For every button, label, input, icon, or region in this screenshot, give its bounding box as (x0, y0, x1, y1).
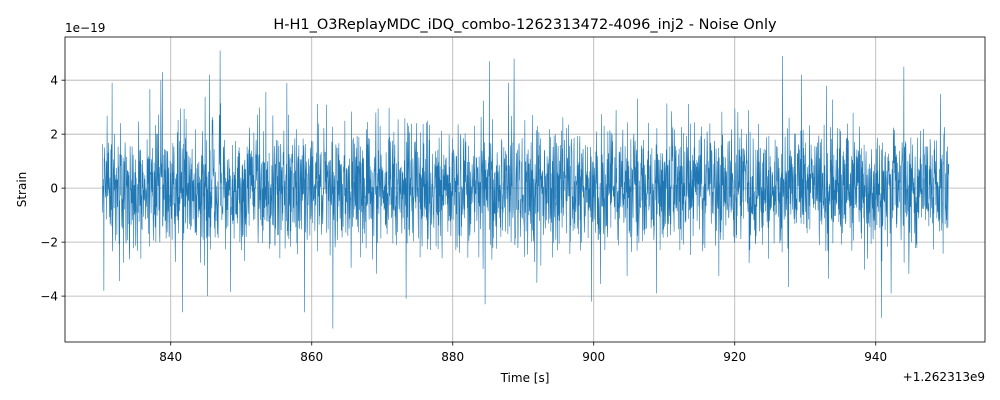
x-tick-label: 840 (159, 350, 182, 364)
y-tick-label: −4 (40, 290, 58, 304)
y-axis-label: Strain (15, 172, 29, 208)
x-axis-label: Time [s] (500, 371, 550, 385)
x-tick-label: 900 (582, 350, 605, 364)
chart-title: H-H1_O3ReplayMDC_iDQ_combo-1262313472-40… (273, 17, 777, 33)
y-tick-label: 4 (50, 74, 58, 88)
x-tick-label: 880 (441, 350, 464, 364)
plot-frame (64, 36, 986, 343)
y-tick-label: −2 (40, 236, 58, 250)
x-offset-label: +1.262313e9 (903, 370, 985, 384)
y-axis: −4 −2 0 2 4 (40, 74, 65, 304)
series-layer (102, 50, 950, 329)
y-tick-label: 0 (50, 182, 58, 196)
series-strain-line (102, 50, 950, 329)
y-scale-label: 1e−19 (65, 21, 105, 35)
x-tick-label: 920 (723, 350, 746, 364)
y-tick-label: 2 (50, 128, 58, 142)
x-axis: 840 860 880 900 920 940 (159, 342, 887, 364)
x-tick-label: 860 (300, 350, 323, 364)
x-tick-label: 940 (864, 350, 887, 364)
